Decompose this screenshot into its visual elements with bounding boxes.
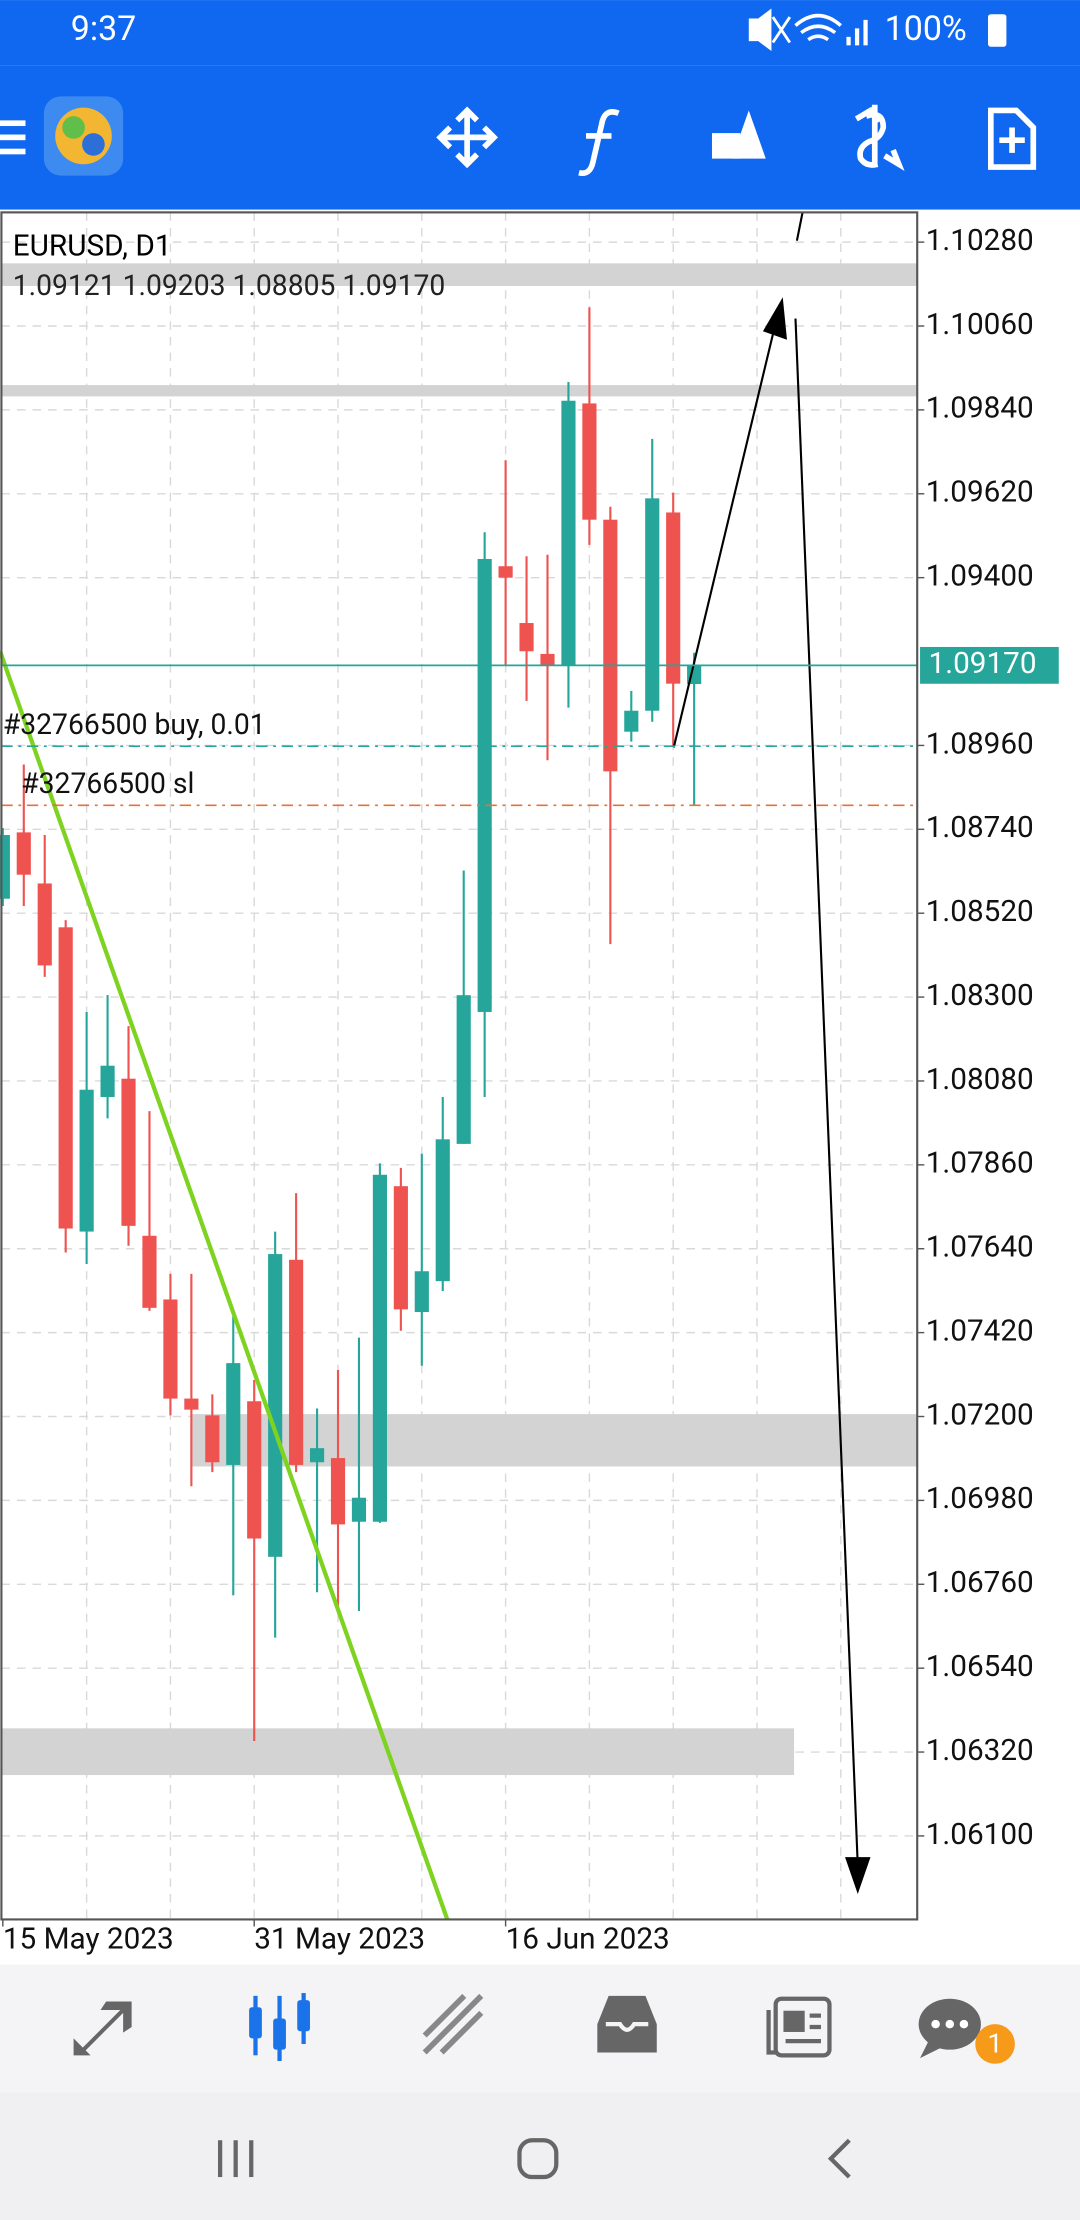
- tab-trade[interactable]: [422, 1993, 484, 2055]
- y-tick-label: 1.09840: [926, 391, 1034, 426]
- crosshair-button[interactable]: [436, 106, 499, 169]
- ohlc-readout: 1.09121 1.09203 1.08805 1.09170: [13, 269, 446, 302]
- y-tick-label: 1.06540: [926, 1649, 1034, 1684]
- candle-body: [37, 883, 52, 966]
- candle-body: [435, 1139, 450, 1282]
- candle-body: [205, 1415, 220, 1463]
- candle-body: [540, 653, 555, 666]
- x-tick-label: 16 Jun 2023: [506, 1922, 670, 1957]
- candle-body: [351, 1497, 367, 1522]
- y-tick-label: 1.06980: [926, 1481, 1034, 1516]
- candle-body: [477, 558, 492, 1012]
- symbol-title: EURUSD, D1: [13, 229, 172, 264]
- status-time: 9:37: [71, 9, 137, 49]
- overlay: #32766500 buy, 0.01 #32766500 sl: [1, 664, 918, 807]
- trade-button[interactable]: [854, 104, 905, 172]
- y-tick-label: 1.08740: [926, 810, 1034, 845]
- y-tick-label: 1.07860: [926, 1146, 1034, 1181]
- menu-button[interactable]: [0, 120, 26, 155]
- tab-history[interactable]: [597, 1995, 657, 2053]
- candle-body: [0, 835, 10, 899]
- trend-line: [0, 650, 450, 1921]
- x-tick-label: 31 May 2023: [254, 1922, 425, 1957]
- y-tick-label: 1.07200: [926, 1397, 1034, 1432]
- y-tick-label: 1.08520: [926, 894, 1034, 929]
- battery-icon: [987, 14, 1007, 47]
- y-tick-label: 1.10280: [926, 223, 1034, 258]
- y-tick-label: 1.08300: [926, 978, 1034, 1013]
- candle-body: [372, 1174, 387, 1522]
- tab-chart[interactable]: [249, 1993, 310, 2061]
- objects-button[interactable]: [711, 110, 766, 159]
- tab-news[interactable]: [766, 1996, 832, 2058]
- candles: [0, 307, 702, 1741]
- candle-body: [184, 1398, 199, 1410]
- last-price-label: 1.09170: [929, 646, 1037, 681]
- candle-body: [247, 1401, 262, 1539]
- status-battery: 100%: [885, 9, 967, 49]
- candle-body: [603, 519, 618, 772]
- candle-body: [58, 927, 73, 1229]
- status-icons: [748, 8, 868, 52]
- y-tick-label: 1.09400: [926, 559, 1034, 594]
- candle-body: [309, 1448, 325, 1463]
- new-order-button[interactable]: [987, 107, 1037, 170]
- candle-body: [163, 1299, 178, 1399]
- nav-home[interactable]: [517, 2138, 559, 2180]
- candle-body: [393, 1186, 408, 1310]
- chart-background: [0, 212, 1080, 1965]
- app-logo[interactable]: [43, 96, 124, 176]
- tab-chat[interactable]: [918, 1998, 1015, 2064]
- y-tick-label: 1.09620: [926, 475, 1034, 510]
- candle-body: [624, 710, 639, 732]
- candle-body: [142, 1235, 157, 1308]
- zone: [1, 1728, 795, 1776]
- order-label: #32766500 buy, 0.01: [3, 708, 266, 741]
- x-tick-label: 15 May 2023: [3, 1922, 174, 1957]
- y-tick-label: 1.06320: [926, 1733, 1034, 1768]
- zones: [1, 263, 918, 1776]
- y-tick-label: 1.06100: [926, 1817, 1034, 1852]
- candle-body: [121, 1078, 136, 1226]
- candle-body: [226, 1363, 241, 1465]
- nav-bar: [0, 2092, 1080, 2220]
- tab-bar: [0, 1964, 1080, 2093]
- y-tick-label: 1.07420: [926, 1313, 1034, 1348]
- y-tick-label: 1.06760: [926, 1565, 1034, 1600]
- y-tick-label: 1.08080: [926, 1062, 1034, 1097]
- last-price-tag: [920, 646, 1059, 684]
- candle-body: [79, 1089, 94, 1232]
- candle-body: [456, 995, 471, 1144]
- candle-body: [16, 832, 31, 875]
- chat-badge: 1: [988, 2028, 1003, 2060]
- candle-body: [645, 498, 660, 711]
- nav-recents[interactable]: [217, 2140, 254, 2178]
- nav-back[interactable]: [827, 2138, 851, 2179]
- candle-body: [582, 403, 597, 520]
- zone: [1, 263, 918, 286]
- candle-body: [289, 1259, 304, 1465]
- candle-body: [519, 623, 534, 652]
- plot-frame: [0, 211, 919, 1921]
- candle-body: [330, 1458, 346, 1525]
- candle-body: [414, 1271, 429, 1313]
- order-label: #32766500 sl: [21, 767, 194, 800]
- candle-body: [666, 512, 681, 684]
- y-tick-label: 1.10060: [926, 307, 1034, 342]
- y-tick-label: 1.08960: [926, 726, 1034, 761]
- candle-body: [100, 1065, 115, 1097]
- candle-body: [268, 1254, 283, 1557]
- indicators-button[interactable]: [578, 109, 620, 177]
- toolbar: [0, 65, 1080, 210]
- zone: [1, 385, 918, 397]
- candle-body: [561, 400, 576, 666]
- tab-quotes[interactable]: [73, 2001, 132, 2056]
- candle-body: [498, 566, 513, 578]
- y-tick-label: 1.07640: [926, 1230, 1034, 1265]
- status-bar: [0, 0, 1080, 66]
- arrows: [672, 212, 871, 1894]
